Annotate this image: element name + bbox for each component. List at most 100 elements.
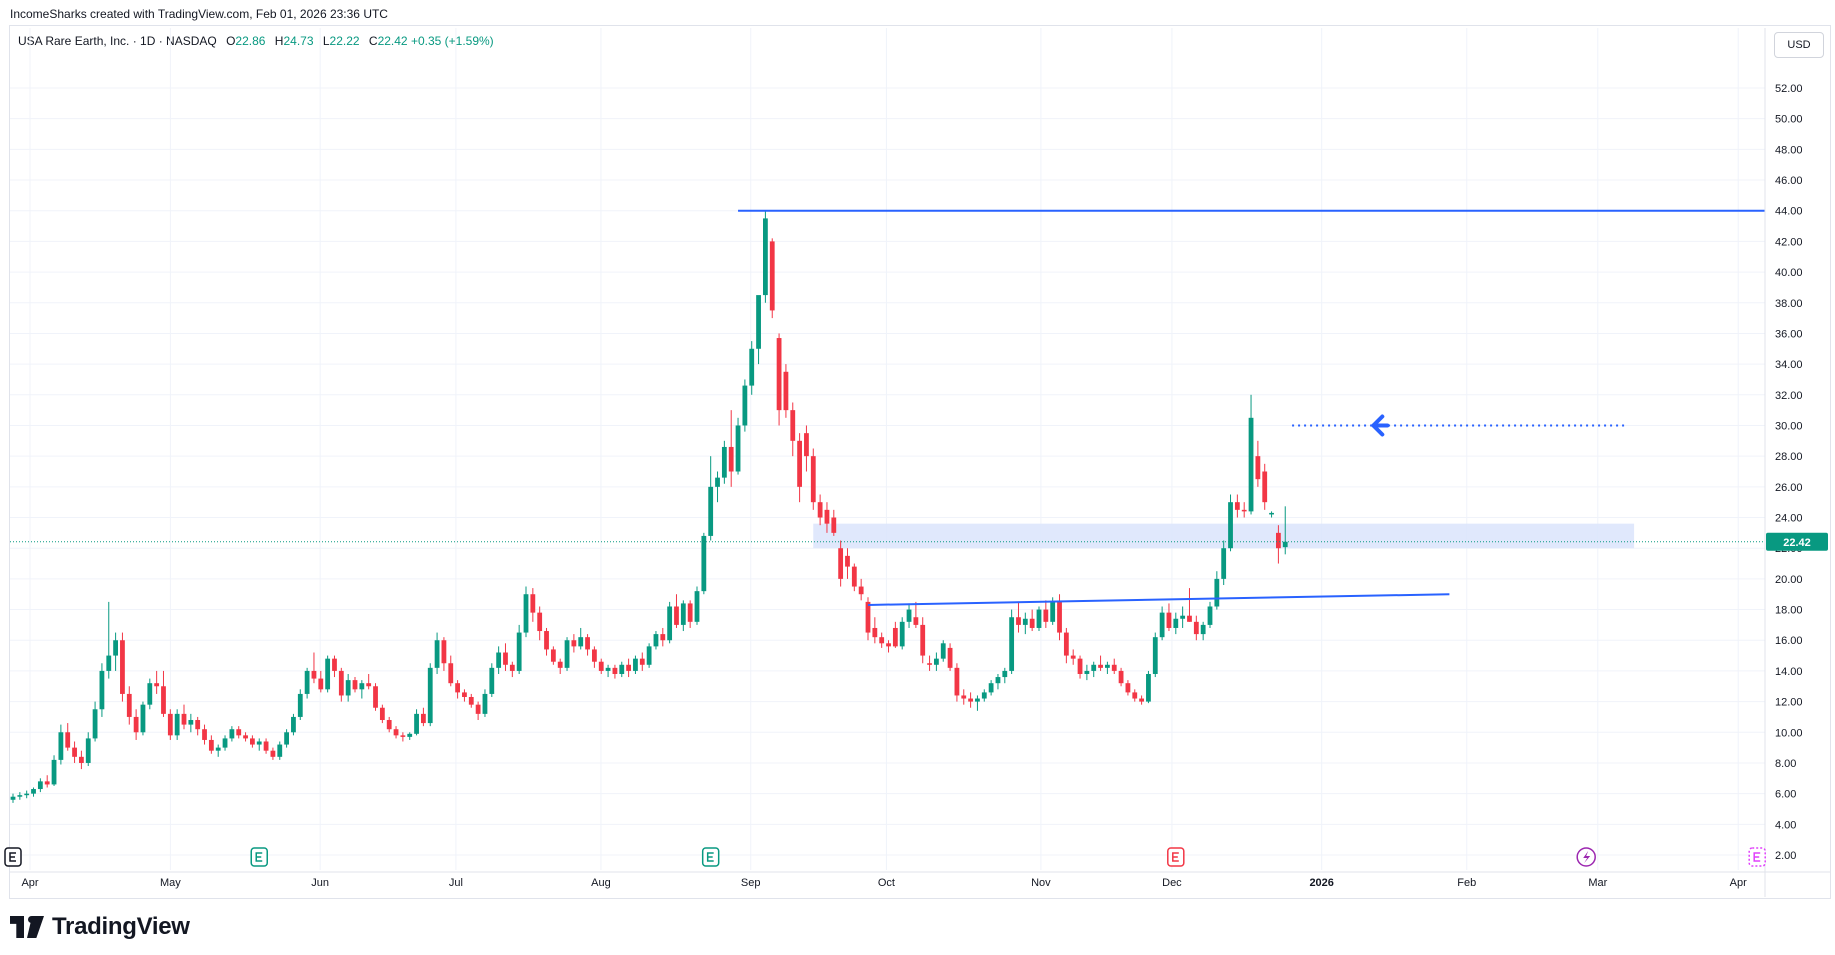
candle-body xyxy=(503,652,508,665)
candle-body xyxy=(1159,612,1165,638)
candle-body xyxy=(550,649,556,662)
symbol-legend: USA Rare Earth, Inc. · 1D · NASDAQ O22.8… xyxy=(18,34,494,48)
time-tick-label: Nov xyxy=(1031,877,1051,889)
candle-body xyxy=(1029,618,1035,628)
candle-body xyxy=(564,640,570,668)
candle-body xyxy=(783,371,789,411)
candle-body xyxy=(947,647,953,668)
currency-button[interactable]: USD xyxy=(1774,32,1824,58)
candle-body xyxy=(1057,601,1062,633)
candle-body xyxy=(1282,541,1288,548)
candle-body xyxy=(1146,673,1151,702)
brand-name: TradingView xyxy=(52,913,190,940)
candle-body xyxy=(1091,664,1097,671)
candle-body xyxy=(886,643,891,647)
grid xyxy=(10,28,1765,870)
candle-body xyxy=(17,795,23,797)
candle-body xyxy=(1139,698,1144,702)
candle-body xyxy=(448,663,454,684)
candle-body xyxy=(810,456,816,503)
candles xyxy=(10,210,1288,803)
candle-body xyxy=(1262,471,1268,503)
candle-body xyxy=(366,683,372,687)
price-tick-label: 30.00 xyxy=(1775,420,1803,432)
candle-body xyxy=(742,385,748,426)
candle-body xyxy=(208,739,214,751)
candle-body xyxy=(85,738,91,763)
candle-body xyxy=(1111,664,1117,671)
candle-body xyxy=(988,683,994,693)
candle-body xyxy=(222,738,228,748)
candle-body xyxy=(1221,548,1227,579)
candle-body xyxy=(592,649,597,662)
close-label: C xyxy=(368,34,378,48)
candle-body xyxy=(612,667,618,674)
candle-body xyxy=(236,729,242,736)
candle-body xyxy=(1070,655,1076,659)
candle-body xyxy=(455,683,460,693)
candle-body xyxy=(51,759,57,785)
candle-body xyxy=(421,713,426,724)
tradingview-logo[interactable]: TradingView xyxy=(10,913,190,941)
candle-body xyxy=(940,643,946,659)
candle-body xyxy=(359,683,365,690)
price-tick-label: 10.00 xyxy=(1775,727,1803,739)
candle-body xyxy=(598,661,604,671)
candle-body xyxy=(1125,683,1131,693)
candle-body xyxy=(557,661,563,668)
high-value: 24.73 xyxy=(283,34,314,48)
price-tick-label: 18.00 xyxy=(1775,605,1803,617)
candle-body xyxy=(202,729,207,740)
candle-body xyxy=(1016,617,1021,625)
candle-body xyxy=(1105,664,1110,668)
candle-body xyxy=(1166,612,1172,628)
candle-body xyxy=(680,603,686,625)
neckline-trendline xyxy=(867,593,1450,606)
candle-body xyxy=(1180,615,1186,619)
candle-body xyxy=(441,640,447,664)
candle-body xyxy=(1077,658,1083,674)
candle-body xyxy=(981,692,987,699)
candle-body xyxy=(605,667,611,671)
candle-body xyxy=(1132,692,1138,699)
candle-body xyxy=(489,667,495,694)
candle-body xyxy=(872,627,878,638)
candle-body xyxy=(769,241,775,311)
candle-body xyxy=(1173,618,1179,628)
candle-body xyxy=(44,781,50,785)
close-value: 22.42 xyxy=(377,34,408,48)
candle-body xyxy=(482,693,488,714)
candle-body xyxy=(1234,502,1240,510)
trendlines xyxy=(738,209,1765,606)
candle-body xyxy=(1200,624,1206,635)
candle-body xyxy=(537,612,543,632)
candle-body xyxy=(975,698,980,702)
time-tick-label: Jun xyxy=(311,877,329,889)
candle-body xyxy=(913,617,919,625)
open-value: 22.86 xyxy=(235,34,266,48)
candle-body xyxy=(393,729,399,736)
candle-body xyxy=(106,655,112,671)
candle-body xyxy=(763,218,768,296)
candle-body xyxy=(817,502,823,518)
candle-body xyxy=(509,664,515,671)
candle-body xyxy=(633,658,638,671)
candle-body xyxy=(899,621,905,647)
earnings-letter-icon xyxy=(255,852,263,862)
candle-body xyxy=(927,663,932,665)
candle-body xyxy=(578,637,584,647)
candle-body xyxy=(776,338,782,411)
candle-body xyxy=(790,410,796,441)
price-tick-label: 4.00 xyxy=(1775,819,1796,831)
candle-body xyxy=(715,477,720,487)
candle-body xyxy=(1009,617,1015,671)
candle-body xyxy=(845,555,850,567)
earnings-letter-icon xyxy=(9,852,16,862)
time-tick-label: Jul xyxy=(449,877,463,889)
price-tick-label: 12.00 xyxy=(1775,697,1803,709)
candle-body xyxy=(920,624,926,656)
candle-body xyxy=(243,735,248,739)
candle-body xyxy=(58,732,64,760)
candle-body xyxy=(215,747,221,751)
